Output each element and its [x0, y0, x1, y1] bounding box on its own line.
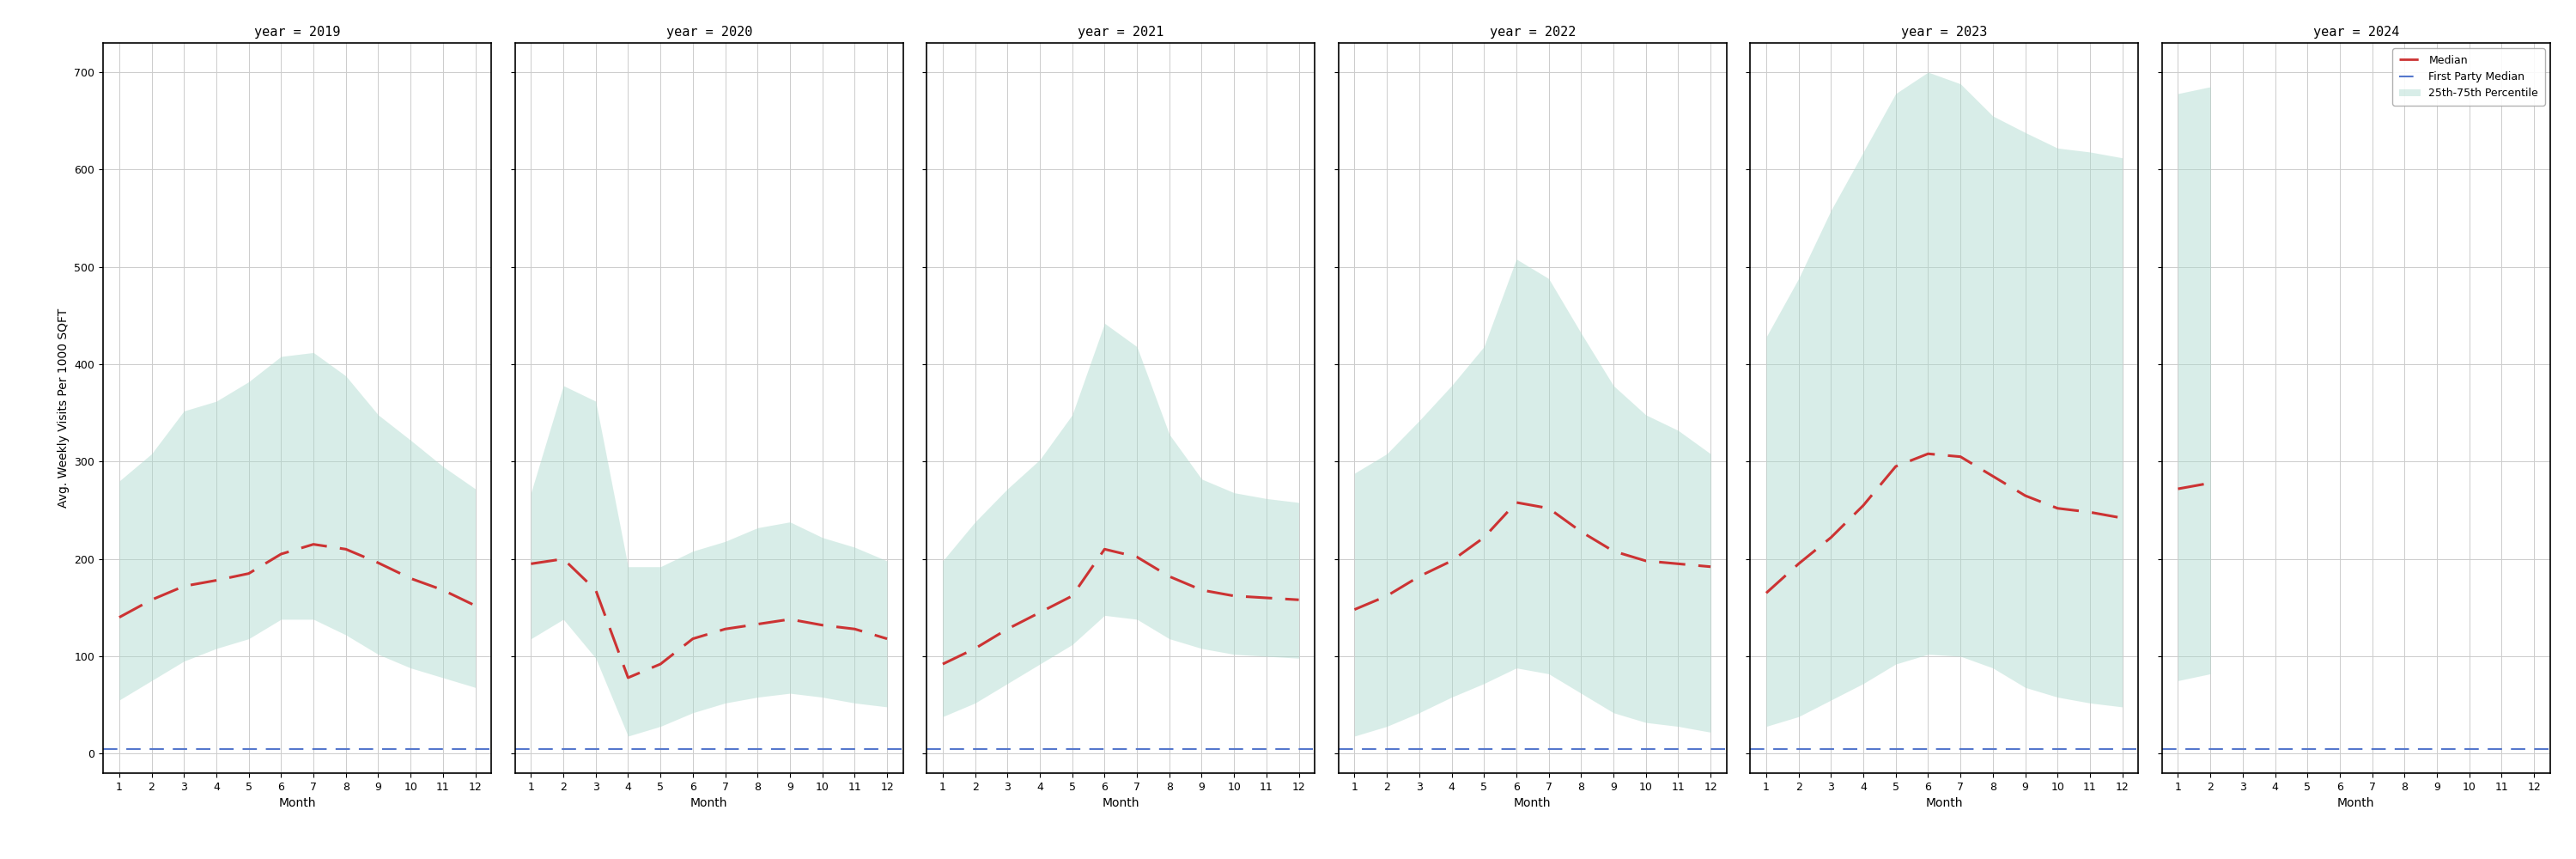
X-axis label: Month: Month — [278, 797, 317, 809]
X-axis label: Month: Month — [1927, 797, 1963, 809]
Y-axis label: Avg. Weekly Visits Per 1000 SQFT: Avg. Weekly Visits Per 1000 SQFT — [57, 308, 70, 508]
X-axis label: Month: Month — [1103, 797, 1139, 809]
X-axis label: Month: Month — [2336, 797, 2375, 809]
Title: year = 2020: year = 2020 — [667, 26, 752, 39]
Title: year = 2021: year = 2021 — [1077, 26, 1164, 39]
X-axis label: Month: Month — [690, 797, 726, 809]
X-axis label: Month: Month — [1515, 797, 1551, 809]
Title: year = 2023: year = 2023 — [1901, 26, 1986, 39]
Title: year = 2024: year = 2024 — [2313, 26, 2398, 39]
Title: year = 2019: year = 2019 — [255, 26, 340, 39]
Legend: Median, First Party Median, 25th-75th Percentile: Median, First Party Median, 25th-75th Pe… — [2393, 48, 2545, 106]
Title: year = 2022: year = 2022 — [1489, 26, 1577, 39]
